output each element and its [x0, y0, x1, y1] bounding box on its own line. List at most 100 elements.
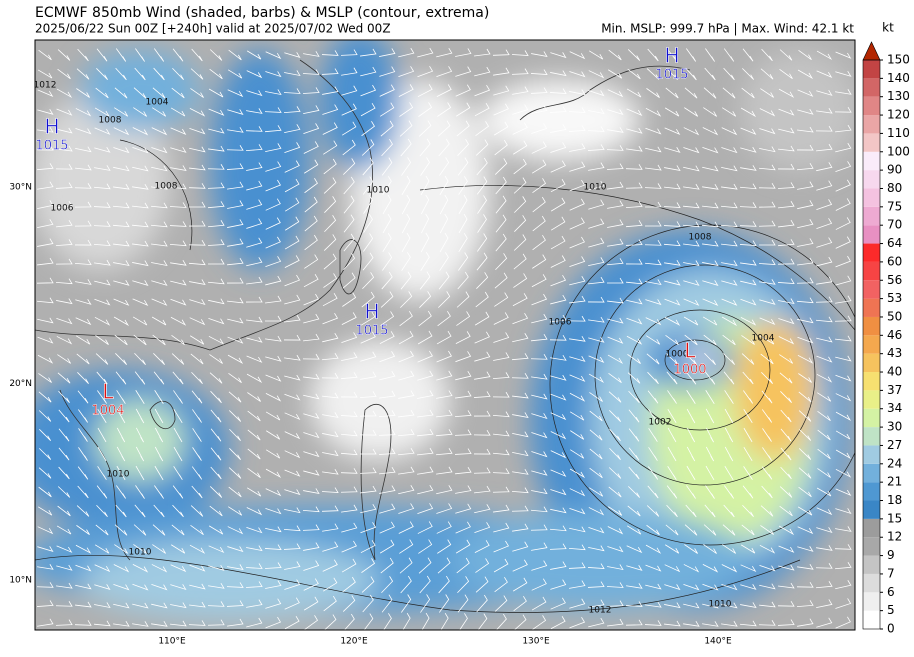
wind-barb: [685, 48, 697, 62]
wind-barb: [796, 600, 814, 608]
wind-barb: [37, 108, 54, 115]
wind-barb: [569, 598, 586, 609]
wind-barb: [398, 409, 415, 418]
wind-barb: [724, 485, 735, 499]
wind-barb: [304, 159, 319, 174]
wind-barb: [283, 543, 301, 550]
wind-barb: [436, 521, 452, 534]
wind-barb: [303, 432, 320, 439]
wind-barb: [227, 526, 244, 535]
wind-barb: [458, 176, 468, 195]
wind-barb: [835, 142, 852, 153]
wind-barb: [512, 313, 529, 325]
wind-barb: [302, 69, 320, 75]
wind-barb: [151, 279, 168, 286]
wind-barb: [835, 198, 851, 211]
wind-barb: [264, 107, 282, 113]
wind-barb: [188, 220, 206, 227]
wind-barb: [758, 259, 776, 265]
wind-barb: [229, 428, 241, 442]
colorbar-cell: [863, 115, 880, 134]
wind-barb: [360, 102, 376, 117]
contour-label: 1006: [51, 204, 74, 214]
wind-barb: [514, 196, 527, 213]
wind-barb: [189, 544, 206, 554]
wind-barb: [173, 466, 183, 480]
wind-barb: [75, 564, 92, 572]
wind-barb: [740, 564, 757, 573]
wind-barb: [739, 202, 757, 208]
wind-barb: [397, 429, 415, 437]
wind-barb: [153, 67, 165, 81]
wind-barb: [304, 615, 319, 630]
wind-barb: [646, 505, 660, 517]
wind-barb: [417, 447, 434, 456]
colorbar-cell: [863, 206, 880, 226]
wind-barb: [399, 539, 414, 554]
wind-barb: [513, 273, 528, 288]
colorbar-tick-label: 21: [887, 475, 902, 489]
wind-barb: [58, 409, 70, 423]
wind-barb: [683, 240, 700, 247]
wind-barb: [75, 279, 92, 285]
wind-barb: [57, 354, 71, 364]
wind-barb: [173, 390, 183, 404]
wind-barb: [304, 215, 318, 232]
wind-barb: [227, 546, 244, 553]
wind-barb: [778, 298, 795, 305]
colorbar-tick-label: 50: [887, 309, 902, 323]
wind-barb: [37, 618, 54, 627]
wind-barb: [132, 221, 149, 228]
wind-barb: [530, 506, 548, 513]
wind-barb: [606, 582, 624, 588]
wind-barb: [740, 316, 757, 326]
wind-barb: [362, 594, 374, 613]
wind-barb: [588, 617, 605, 628]
wind-barb: [192, 447, 202, 461]
wind-barb: [188, 239, 206, 246]
wind-barb: [724, 427, 734, 443]
wind-barb: [188, 201, 206, 208]
wind-barb: [440, 612, 449, 630]
wind-barb: [686, 465, 696, 481]
wind-barb: [667, 390, 677, 404]
wind-barb: [724, 465, 734, 481]
wind-barb: [587, 144, 605, 151]
wind-barb: [341, 504, 358, 513]
wind-barb: [798, 467, 812, 479]
wind-barb: [359, 391, 377, 399]
wind-barb: [380, 557, 394, 574]
wind-barb: [686, 408, 696, 424]
wind-barb: [513, 234, 527, 251]
colorbar-frame: [862, 59, 881, 630]
wind-barb: [780, 391, 792, 403]
wind-barb: [589, 448, 603, 460]
wind-barb: [779, 354, 794, 364]
wind-barb: [283, 334, 301, 341]
wind-barb: [724, 390, 734, 404]
wind-barb: [340, 391, 358, 398]
wind-barb: [303, 105, 320, 114]
wind-barb: [722, 87, 736, 99]
wind-barb: [95, 87, 109, 99]
wind-barb: [834, 315, 852, 322]
wind-barb: [666, 48, 678, 62]
wind-barb: [569, 411, 585, 421]
wind-barb: [474, 540, 490, 554]
wind-barb: [135, 390, 145, 404]
wind-barb: [227, 354, 244, 364]
wind-barb: [797, 69, 814, 80]
wind-barb: [74, 620, 92, 626]
wind-barb: [227, 181, 244, 190]
wind-barb: [303, 393, 320, 400]
wind-barb: [284, 412, 301, 421]
wind-barb: [419, 271, 431, 290]
lon-label: 140°E: [704, 637, 732, 647]
wind-barb: [419, 575, 431, 594]
wind-barb: [192, 409, 202, 423]
center-pressure: 1015: [35, 139, 68, 154]
wind-barb: [569, 580, 586, 589]
wind-barb: [379, 48, 396, 57]
wind-barb: [227, 336, 244, 344]
wind-barb: [495, 176, 507, 195]
